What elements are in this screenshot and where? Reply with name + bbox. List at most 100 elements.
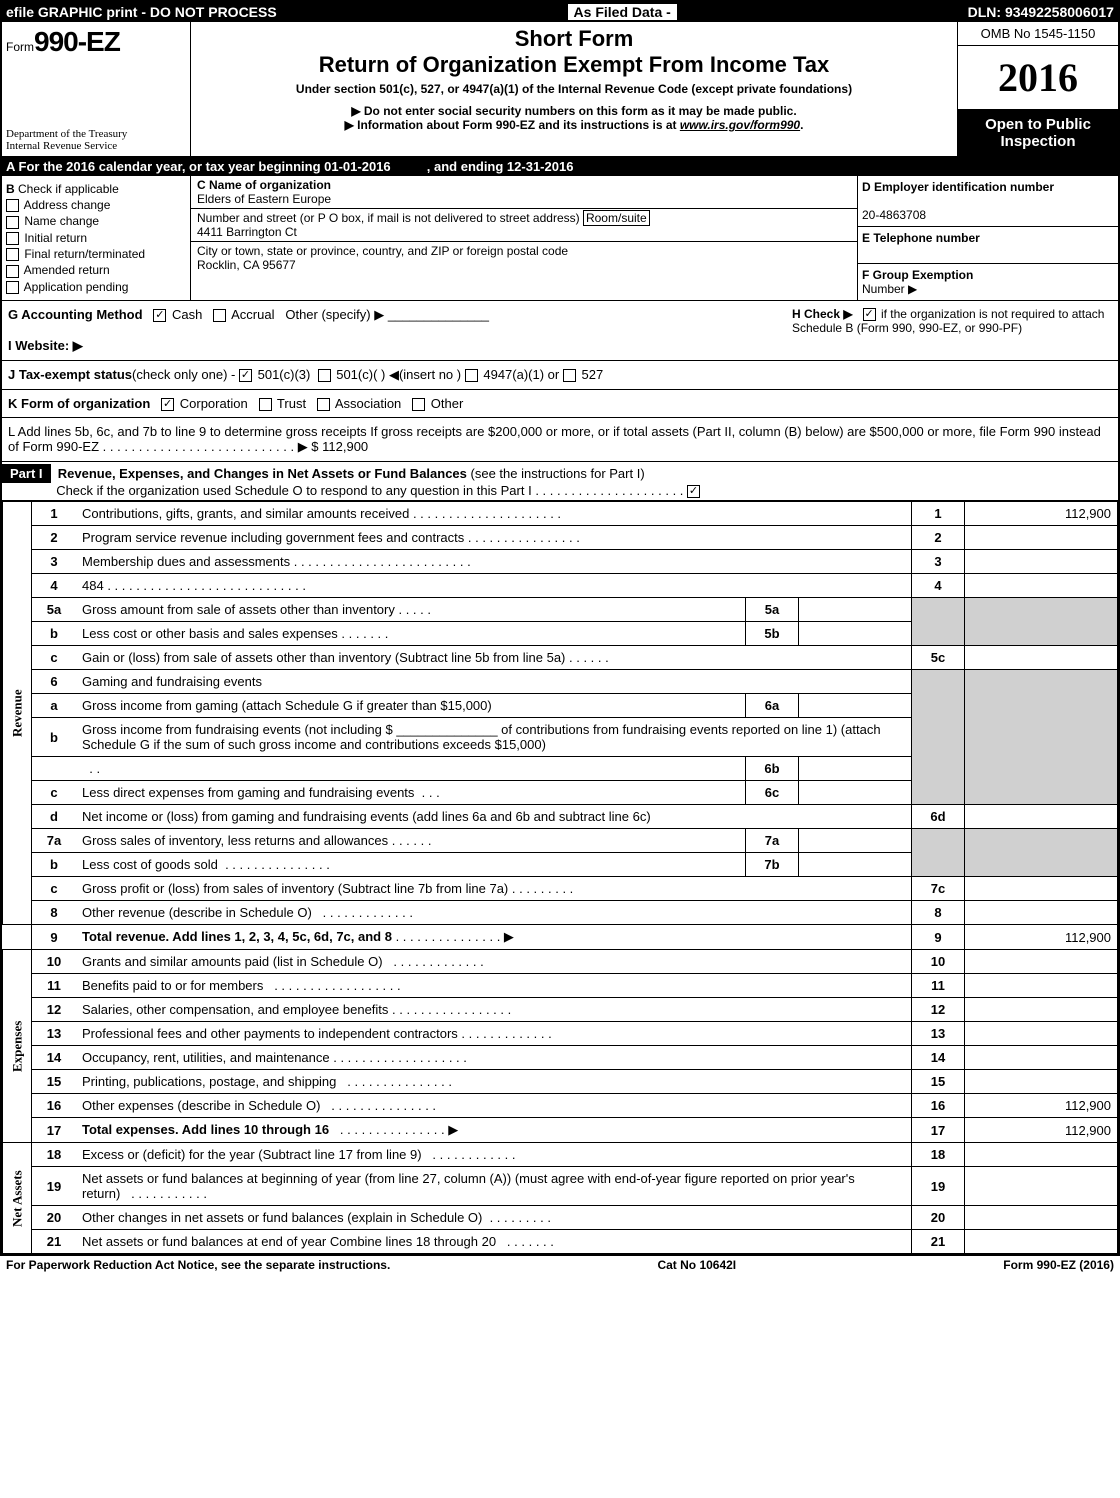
top-bar: efile GRAPHIC print - DO NOT PROCESS As … [2, 2, 1118, 22]
b-title: B [6, 182, 15, 196]
city-label: City or town, state or province, country… [197, 244, 568, 258]
l16-amtnum: 16 [912, 1094, 965, 1118]
short-form-title: Short Form [195, 26, 953, 52]
l6c-num: c [32, 781, 77, 805]
l14-num: 14 [32, 1046, 77, 1070]
checkbox-addr-change[interactable] [6, 199, 19, 212]
as-filed-label: As Filed Data - [568, 4, 677, 20]
checkbox-h[interactable] [863, 308, 876, 321]
part1-table: Revenue 1 Contributions, gifts, grants, … [2, 501, 1118, 1254]
checkbox-4947[interactable] [465, 369, 478, 382]
4947-label: 4947(a)(1) or [483, 367, 559, 382]
checkbox-assoc[interactable] [317, 398, 330, 411]
amended-label: Amended return [24, 263, 110, 277]
info-link[interactable]: www.irs.gov/form990 [680, 118, 800, 132]
l14-amt [965, 1046, 1118, 1070]
l5-grey-amt [965, 598, 1118, 646]
form-number: 990-EZ [34, 26, 120, 57]
l1-num: 1 [32, 502, 77, 526]
form-prefix: Form [6, 40, 34, 54]
l18-amt [965, 1143, 1118, 1167]
l8-amt [965, 901, 1118, 925]
501c-label: 501(c)( ) [336, 367, 385, 382]
l11-amt [965, 974, 1118, 998]
l6b-blank2: . . [76, 757, 746, 781]
l21-num: 21 [32, 1230, 77, 1254]
checkbox-cash[interactable] [153, 309, 166, 322]
l20-desc: Other changes in net assets or fund bala… [82, 1210, 482, 1225]
part1-label: Part I [2, 464, 51, 483]
l5a-num: 5a [32, 598, 77, 622]
l3-num: 3 [32, 550, 77, 574]
city-value: Rocklin, CA 95677 [197, 258, 296, 272]
line-19: 19 Net assets or fund balances at beginn… [3, 1167, 1118, 1206]
checkbox-amended[interactable] [6, 265, 19, 278]
checkbox-initial-return[interactable] [6, 232, 19, 245]
l7a-num: 7a [32, 829, 77, 853]
l7c-amtnum: 7c [912, 877, 965, 901]
l21-desc: Net assets or fund balances at end of ye… [82, 1234, 496, 1249]
checkbox-accrual[interactable] [213, 309, 226, 322]
under-section: Under section 501(c), 527, or 4947(a)(1)… [195, 82, 953, 96]
l19-amtnum: 19 [912, 1167, 965, 1206]
line-6d: d Net income or (loss) from gaming and f… [3, 805, 1118, 829]
l9-amtnum: 9 [912, 925, 965, 950]
checkbox-trust[interactable] [259, 398, 272, 411]
l6a-subnum: 6a [746, 694, 799, 718]
l1-amt: 112,900 [965, 502, 1118, 526]
accrual-label: Accrual [231, 307, 274, 322]
l7-grey-amt [965, 829, 1118, 877]
checkbox-501c[interactable] [318, 369, 331, 382]
l5a-subamt [799, 598, 912, 622]
row-l: L Add lines 5b, 6c, and 7b to line 9 to … [2, 418, 1118, 462]
line-11: 11 Benefits paid to or for members . . .… [3, 974, 1118, 998]
l5b-subnum: 5b [746, 622, 799, 646]
l20-amtnum: 20 [912, 1206, 965, 1230]
line-6: 6 Gaming and fundraising events [3, 670, 1118, 694]
l12-num: 12 [32, 998, 77, 1022]
addr-change-label: Address change [24, 198, 111, 212]
info-about-text: ▶ Information about Form 990-EZ and its … [345, 118, 680, 132]
l5a-subnum: 5a [746, 598, 799, 622]
l6-desc: Gaming and fundraising events [76, 670, 912, 694]
line-9: 9 Total revenue. Add lines 1, 2, 3, 4, 5… [3, 925, 1118, 950]
l6b-desc1: Gross income from fundraising events (no… [82, 722, 393, 737]
checkbox-other-org[interactable] [412, 398, 425, 411]
checkbox-501c3[interactable] [239, 369, 252, 382]
trust-label: Trust [277, 396, 306, 411]
l4-desc: 484 [82, 578, 104, 593]
l9-num: 9 [32, 925, 77, 950]
part1-check-note: Check if the organization used Schedule … [56, 483, 532, 498]
l15-desc: Printing, publications, postage, and shi… [82, 1074, 336, 1089]
checkbox-schedule-o[interactable] [687, 485, 700, 498]
checkbox-name-change[interactable] [6, 216, 19, 229]
line-10: Expenses 10 Grants and similar amounts p… [3, 950, 1118, 974]
row-a-label: A For the 2016 calendar year, or tax yea… [6, 159, 391, 174]
checkbox-corp[interactable] [161, 398, 174, 411]
b-check-if: Check if applicable [18, 182, 119, 196]
corp-label: Corporation [180, 396, 248, 411]
l19-amt [965, 1167, 1118, 1206]
l10-amt [965, 950, 1118, 974]
l7b-subnum: 7b [746, 853, 799, 877]
row-a: A For the 2016 calendar year, or tax yea… [2, 157, 1118, 176]
checkbox-527[interactable] [563, 369, 576, 382]
l10-desc: Grants and similar amounts paid (list in… [82, 954, 383, 969]
l5b-subamt [799, 622, 912, 646]
l12-amtnum: 12 [912, 998, 965, 1022]
other-label: Other (specify) ▶ [285, 307, 384, 322]
l4-amtnum: 4 [912, 574, 965, 598]
line-4: 4 484 . . . . . . . . . . . . . . . . . … [3, 574, 1118, 598]
line-7a: 7a Gross sales of inventory, less return… [3, 829, 1118, 853]
other-org-label: Other [431, 396, 464, 411]
l6-grey [912, 670, 965, 805]
l17-amtnum: 17 [912, 1118, 965, 1143]
l8-desc: Other revenue (describe in Schedule O) [82, 905, 312, 920]
form-year: 2016 [958, 46, 1118, 110]
name-change-label: Name change [24, 214, 99, 228]
l5c-desc: Gain or (loss) from sale of assets other… [82, 650, 565, 665]
checkbox-final-return[interactable] [6, 248, 19, 261]
l13-num: 13 [32, 1022, 77, 1046]
l6d-num: d [32, 805, 77, 829]
checkbox-app-pending[interactable] [6, 281, 19, 294]
